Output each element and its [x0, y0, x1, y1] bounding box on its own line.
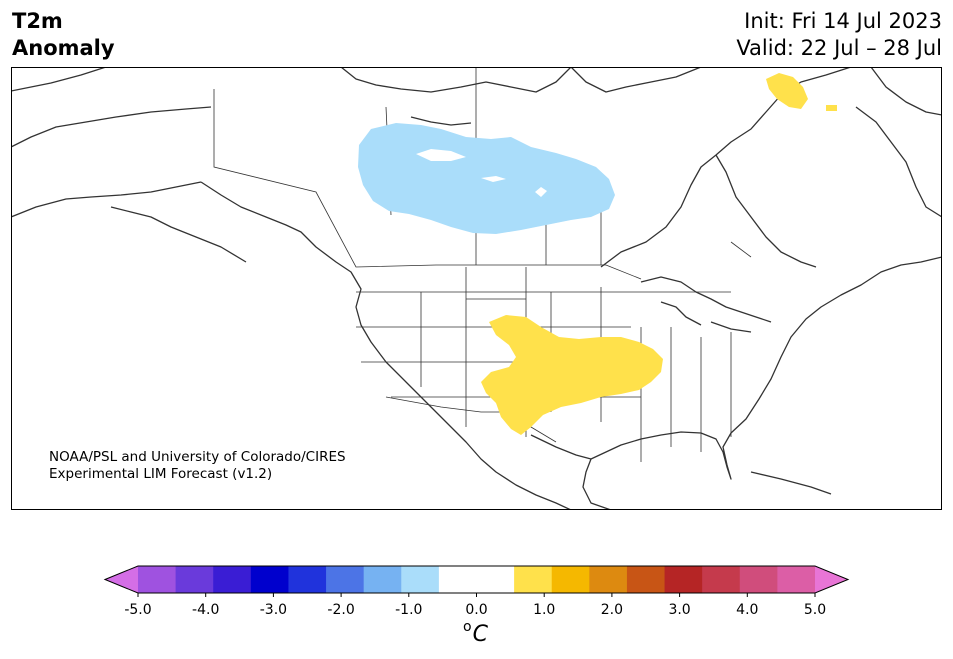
border-us-mexico — [385, 396, 557, 443]
colorbar-swatch — [363, 566, 402, 593]
warm-anomaly-baffin — [766, 73, 837, 111]
colorbar-swatch — [250, 566, 289, 593]
unit-letter: C — [472, 622, 488, 647]
colorbar-swatch — [551, 566, 590, 593]
border-us-canada — [213, 89, 642, 280]
colorbar-tick-label: 5.0 — [804, 602, 826, 618]
colorbar-tick-label: -2.0 — [327, 602, 354, 618]
colorbar-swatch — [626, 566, 666, 593]
colorbar-tick-label: -5.0 — [124, 602, 151, 618]
colorbar-swatch — [777, 566, 816, 593]
colorbar-tick-label: 0.0 — [465, 602, 487, 618]
colorbar-swatch — [401, 566, 440, 593]
field-label: Anomaly — [12, 36, 115, 60]
coastline-hudson — [340, 67, 942, 268]
credit-line-1: NOAA/PSL and University of Colorado/CIRE… — [49, 449, 346, 465]
colorbar-tick-label: -4.0 — [192, 602, 219, 618]
unit-superscript: o — [463, 619, 472, 635]
colorbar-swatch — [288, 566, 327, 593]
colorbar-swatch — [514, 566, 553, 593]
colorbar-swatch — [702, 566, 741, 593]
colorbar-swatch — [326, 566, 365, 593]
credit-line-2: Experimental LIM Forecast (v1.2) — [49, 466, 273, 482]
variable-label: T2m — [12, 9, 63, 33]
colorbar-extend-max — [815, 566, 848, 593]
colorbar-tick-label: 4.0 — [736, 602, 758, 618]
colorbar-swatch — [138, 566, 177, 593]
valid-range: Valid: 22 Jul – 28 Jul — [736, 36, 942, 60]
warm-anomaly-plains — [481, 315, 663, 435]
coastline-west — [11, 67, 572, 510]
colorbar-swatch — [213, 566, 252, 593]
init-date: Init: Fri 14 Jul 2023 — [744, 9, 942, 33]
colorbar-tick-label: -3.0 — [260, 602, 287, 618]
colorbar-swatch — [739, 566, 778, 593]
map-border — [11, 67, 942, 510]
coastline-east — [530, 256, 942, 510]
colorbar-swatch — [476, 566, 515, 593]
colorbar: -5.0 -4.0 -3.0 -2.0 -1.0 0.0 1.0 2.0 3.0 4.0 5.0 — [103, 565, 850, 618]
colorbar-tick-label: 2.0 — [601, 602, 623, 618]
colorbar-tick-label: 3.0 — [668, 602, 690, 618]
colorbar-tick-label: -1.0 — [395, 602, 422, 618]
coastline-greenland — [870, 67, 942, 116]
lake-patch — [416, 149, 547, 197]
great-lakes — [640, 276, 772, 333]
colorbar-swatch — [438, 566, 477, 593]
colorbar-swatch — [589, 566, 628, 593]
colorbar-unit: oC — [463, 619, 488, 647]
credit-text: NOAA/PSL and University of Colorado/CIRE… — [49, 449, 346, 483]
title-block: T2m Anomaly — [12, 8, 115, 62]
colorbar-extend-min — [105, 566, 138, 593]
anomaly-map — [11, 67, 942, 510]
date-block: Init: Fri 14 Jul 2023 Valid: 22 Jul – 28… — [736, 8, 942, 62]
colorbar-tick-label: 1.0 — [533, 602, 555, 618]
colorbar-swatch — [664, 566, 703, 593]
colorbar-swatch — [175, 566, 214, 593]
